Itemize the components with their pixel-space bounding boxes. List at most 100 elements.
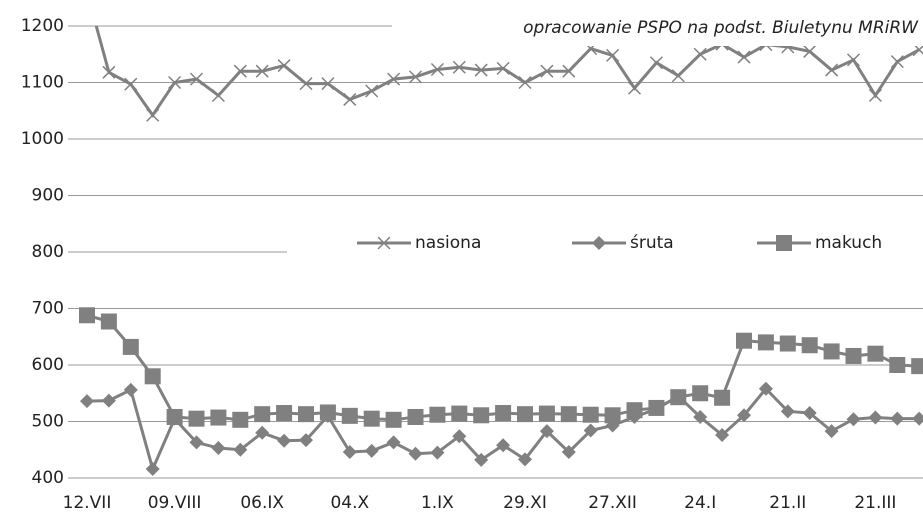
marker (276, 405, 293, 422)
marker (363, 410, 380, 427)
x-tick-label: 12.VII (63, 493, 112, 513)
marker (868, 410, 883, 425)
y-tick-label: 1200 (21, 16, 64, 36)
marker (122, 338, 139, 355)
marker (890, 411, 905, 426)
marker (474, 63, 488, 77)
marker (627, 81, 642, 95)
marker (408, 446, 423, 461)
marker (254, 406, 271, 423)
marker (583, 423, 598, 438)
marker (801, 337, 818, 354)
marker (80, 394, 94, 409)
marker (145, 461, 160, 476)
marker (387, 72, 401, 86)
marker (670, 389, 687, 406)
marker (298, 406, 314, 423)
marker (188, 410, 205, 427)
legend-label: makuch (815, 233, 882, 253)
marker (846, 412, 861, 427)
x-tick-label: 1.IX (421, 493, 454, 513)
series-line (86, 386, 920, 474)
marker (123, 382, 138, 397)
marker (277, 59, 291, 73)
marker (737, 50, 751, 64)
marker (343, 92, 357, 106)
legend-label: śruta (630, 233, 674, 253)
marker (144, 368, 161, 385)
y-tick-label: 900 (32, 186, 64, 206)
marker (452, 429, 467, 444)
marker (102, 65, 116, 79)
marker (560, 406, 577, 423)
grid: 400 500 600 700 800 900 1000 1100 1200 12.VII 09.V… (21, 16, 923, 513)
marker (867, 345, 884, 362)
x-tick-label: 06.IX (240, 493, 284, 513)
marker (168, 75, 182, 90)
marker (561, 445, 576, 460)
annotation-bg (392, 12, 923, 46)
marker (495, 405, 512, 422)
marker (824, 424, 839, 439)
marker (430, 62, 444, 77)
marker (473, 407, 490, 424)
marker (430, 445, 445, 460)
legend-item: makuch (757, 233, 882, 253)
marker (496, 61, 510, 75)
marker (825, 63, 839, 77)
marker (299, 77, 313, 91)
marker (626, 402, 643, 419)
marker (496, 438, 511, 453)
marker (538, 405, 555, 422)
marker (518, 75, 532, 90)
marker (757, 334, 774, 351)
marker (714, 389, 731, 406)
marker (737, 408, 751, 423)
marker (166, 408, 183, 425)
plot-area (79, 26, 923, 476)
legend-item: nasiona (357, 233, 481, 253)
marker (540, 64, 554, 78)
marker (385, 411, 402, 428)
marker (592, 236, 606, 250)
marker (365, 84, 379, 98)
marker (693, 47, 707, 61)
marker (233, 64, 247, 78)
legend-label: nasiona (415, 233, 481, 253)
x-tick-label: 21.III (854, 493, 896, 513)
y-tick-label: 400 (32, 468, 64, 488)
marker (377, 236, 391, 250)
marker (100, 313, 117, 330)
series-line (86, 313, 920, 422)
marker (715, 428, 730, 443)
y-tick-label: 800 (32, 242, 64, 262)
x-tick-label: 29.XI (503, 493, 547, 513)
marker (452, 60, 466, 74)
marker (671, 69, 685, 83)
overlay: opracowanie PSPO na podst. Biuletynu MRi… (287, 12, 923, 261)
marker (845, 347, 862, 364)
marker (232, 411, 249, 428)
marker (341, 407, 358, 424)
marker (911, 358, 923, 375)
marker (210, 409, 227, 426)
y-tick-label: 1100 (21, 73, 64, 93)
x-tick-label: 04.X (330, 493, 369, 513)
marker (890, 55, 904, 69)
marker (779, 335, 796, 352)
marker (342, 445, 357, 460)
marker (211, 441, 226, 456)
marker (648, 399, 665, 416)
legend-item: śruta (572, 233, 674, 253)
marker (451, 405, 468, 422)
marker (776, 235, 792, 251)
marker (802, 406, 817, 421)
marker (736, 332, 752, 349)
marker (79, 307, 95, 324)
marker (692, 385, 709, 402)
y-tick-label: 1000 (21, 129, 64, 149)
marker (189, 72, 204, 86)
marker (912, 411, 923, 426)
x-tick-label: 09.VIII (148, 493, 202, 513)
